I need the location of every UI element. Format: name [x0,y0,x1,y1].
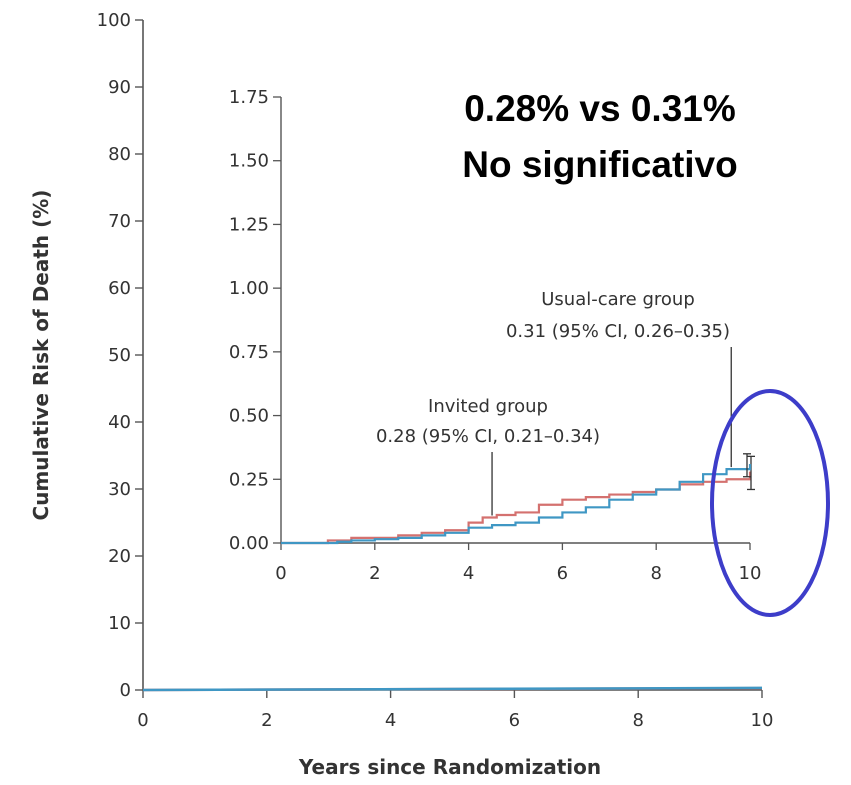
outer-y-tick-label: 60 [108,278,131,299]
inset-ticks: 0.00 0.25 0.50 0.75 1.00 1.25 1.50 1.75 0 2 4 6 8 10 [229,87,762,584]
annotation-value: 0.28 (95% CI, 0.21–0.34) [376,426,600,447]
outer-y-tick-label: 30 [108,479,131,500]
inset-x-tick-label: 4 [463,563,474,584]
inset-y-tick-label: 1.00 [229,278,269,299]
annotation-title: Usual-care group [541,289,695,310]
outer-x-tick-label: 2 [261,710,272,731]
inset-y-tick-label: 1.75 [229,87,269,108]
outer-x-tick-label: 6 [509,710,520,731]
outer-x-tick-label: 10 [751,710,774,731]
outer-y-tick-label: 100 [97,10,131,31]
overlay-headline-1: 0.28% vs 0.31% [464,88,736,129]
outer-y-tick-label: 80 [108,144,131,165]
x-axis-title: Years since Randomization [298,755,601,779]
inset-series [281,453,755,545]
outer-y-tick-label: 40 [108,412,131,433]
outer-x-tick-label: 0 [137,710,148,731]
inset-y-tick-label: 0.75 [229,342,269,363]
inset-x-tick-label: 6 [557,563,568,584]
inset-y-tick-label: 0.00 [229,533,269,554]
inset-y-tick-label: 0.50 [229,406,269,427]
inset-x-tick-label: 0 [275,563,286,584]
inset-annotations: Invited group 0.28 (95% CI, 0.21–0.34) Usu… [376,289,732,516]
outer-y-tick-label: 70 [108,211,131,232]
inset-y-tick-label: 1.50 [229,151,269,172]
outer-y-tick-label: 50 [108,345,131,366]
outer-x-tick-label: 4 [385,710,396,731]
annotation-value: 0.31 (95% CI, 0.26–0.35) [506,321,730,342]
inset-x-tick-label: 8 [650,563,661,584]
inset-y-tick-label: 0.25 [229,469,269,490]
outer-y-tick-label: 10 [108,613,131,634]
annotation-title: Invited group [428,396,548,417]
outer-y-tick-label: 90 [108,77,131,98]
outer-x-tick-label: 8 [632,710,643,731]
inset-x-tick-label: 10 [739,563,762,584]
outer-series [142,686,763,692]
inset-series-line [281,463,752,545]
outer-y-tick-label: 20 [108,546,131,567]
inset-x-tick-label: 2 [369,563,380,584]
outer-y-tick-label: 0 [120,680,131,701]
outer-series-line [142,686,763,692]
inset-y-tick-label: 1.25 [229,214,269,235]
y-axis-title: Cumulative Risk of Death (%) [29,190,53,521]
overlay-headline-2: No significativo [462,144,737,185]
highlight-ellipse [710,389,830,617]
